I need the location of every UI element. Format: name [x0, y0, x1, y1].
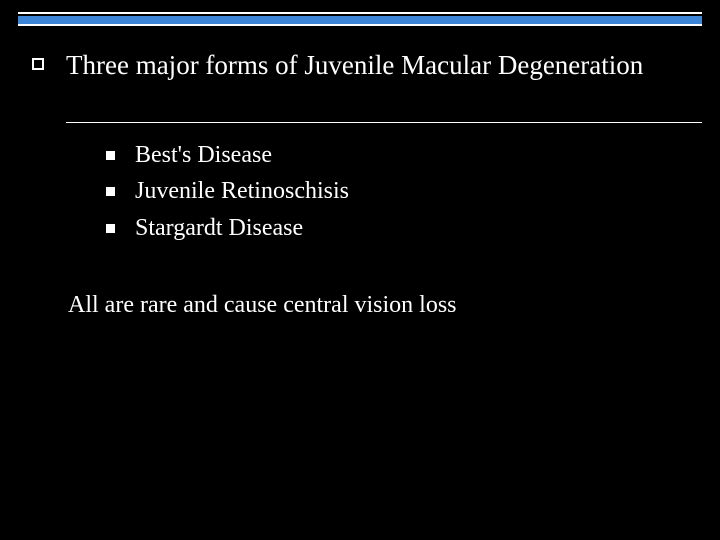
- list-item-text: Stargardt Disease: [135, 212, 303, 244]
- slide-heading: Three major forms of Juvenile Macular De…: [66, 48, 688, 83]
- accent-bar: [18, 16, 702, 24]
- decorative-top-border: [18, 12, 702, 26]
- list-item-text: Best's Disease: [135, 139, 272, 171]
- slide-content: Three major forms of Juvenile Macular De…: [32, 48, 688, 319]
- hollow-square-bullet-icon: [32, 58, 44, 70]
- footer-text: All are rare and cause central vision lo…: [68, 292, 688, 319]
- list-item: Juvenile Retinoschisis: [106, 175, 688, 207]
- solid-square-bullet-icon: [106, 151, 115, 160]
- list-item: Stargardt Disease: [106, 212, 688, 244]
- solid-square-bullet-icon: [106, 224, 115, 233]
- list-item-text: Juvenile Retinoschisis: [135, 175, 349, 207]
- list-item: Best's Disease: [106, 139, 688, 171]
- solid-square-bullet-icon: [106, 187, 115, 196]
- heading-row: Three major forms of Juvenile Macular De…: [32, 48, 688, 83]
- bullet-list: Best's Disease Juvenile Retinoschisis St…: [106, 139, 688, 244]
